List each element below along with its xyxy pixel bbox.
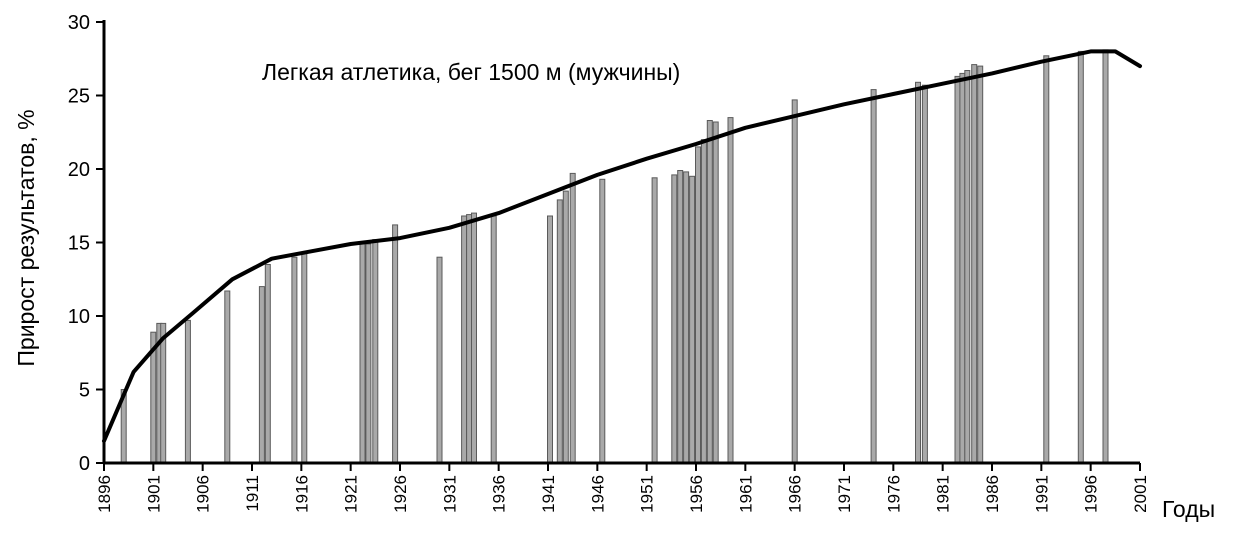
bar: [954, 75, 961, 464]
x-tick-label: 1981: [934, 475, 953, 513]
bar: [971, 64, 978, 464]
bar: [727, 117, 734, 464]
bar: [436, 256, 443, 464]
bar: [977, 65, 984, 464]
bar: [791, 99, 798, 464]
x-tick-label: 1961: [736, 475, 755, 513]
x-tick-label: 1921: [342, 475, 361, 513]
bars-group: [120, 49, 1109, 464]
y-tick-label: 25: [68, 86, 90, 108]
x-tick-label: 1956: [687, 475, 706, 513]
bar: [712, 121, 719, 464]
bar: [569, 172, 576, 464]
bar: [1077, 50, 1084, 464]
bar: [700, 139, 707, 464]
bar: [224, 290, 231, 464]
y-tick-label: 30: [68, 12, 90, 34]
y-tick-label: 10: [68, 306, 90, 328]
bar: [372, 239, 379, 464]
x-tick-label: 1926: [391, 475, 410, 513]
x-tick-label: 1991: [1032, 475, 1051, 513]
bar: [547, 215, 553, 464]
y-tick-label: 5: [79, 380, 90, 402]
bar: [683, 171, 690, 464]
bar: [921, 84, 928, 464]
bar: [1043, 55, 1050, 464]
bar: [461, 215, 468, 464]
bar: [556, 199, 563, 464]
x-axis-title: Годы: [1162, 496, 1215, 522]
bar: [160, 322, 167, 464]
bar: [671, 174, 678, 464]
bar: [471, 212, 477, 464]
bar: [695, 146, 701, 464]
y-tick-label: 0: [79, 453, 90, 475]
x-tick-label: 1971: [835, 475, 854, 513]
bar: [677, 170, 684, 464]
bar: [689, 175, 696, 464]
bar: [651, 177, 658, 464]
bar: [392, 224, 399, 464]
bar: [1102, 49, 1109, 464]
x-tick-label: 1951: [638, 475, 657, 513]
x-tick-label: 1976: [884, 475, 903, 513]
bar: [562, 190, 569, 464]
x-tick-label: 1931: [440, 475, 459, 513]
x-tick-label: 1941: [539, 475, 558, 513]
bar: [706, 120, 713, 464]
bar: [264, 264, 271, 464]
x-tick-label: 2001: [1131, 475, 1150, 513]
bar: [301, 252, 308, 464]
trend-line: [102, 49, 1142, 443]
y-tick-label: 20: [68, 159, 90, 181]
bar: [184, 319, 191, 464]
y-tick-label: 15: [68, 233, 90, 255]
x-tick-label: 1916: [292, 475, 311, 513]
bar: [915, 81, 921, 464]
x-tick-label: 1936: [490, 475, 509, 513]
x-tick-label: 1906: [194, 475, 213, 513]
x-tick-label: 1901: [144, 475, 163, 513]
x-tick-label: 1946: [588, 475, 607, 513]
bar: [466, 214, 473, 464]
bar: [599, 178, 606, 464]
y-axis-title: Прирост результатов, %: [13, 109, 39, 366]
axes-group: 0 5 10 15 20 25 30 1896 1901 1906 1911 1916 1921 1926…: [68, 12, 1150, 513]
bar: [964, 70, 971, 464]
chart-title: Легкая атлетика, бег 1500 м (мужчины): [262, 59, 680, 85]
bar: [258, 286, 265, 464]
bar: [490, 215, 497, 464]
bar: [870, 89, 877, 464]
x-tick-label: 1996: [1082, 475, 1101, 513]
x-tick-label: 1911: [243, 475, 262, 512]
bar: [365, 243, 372, 464]
x-tick-label: 1966: [786, 475, 805, 513]
bar: [959, 72, 966, 464]
x-tick-label: 1986: [983, 475, 1002, 513]
bar: [291, 256, 298, 464]
x-tick-label: 1896: [95, 475, 114, 513]
bar: [359, 243, 366, 464]
